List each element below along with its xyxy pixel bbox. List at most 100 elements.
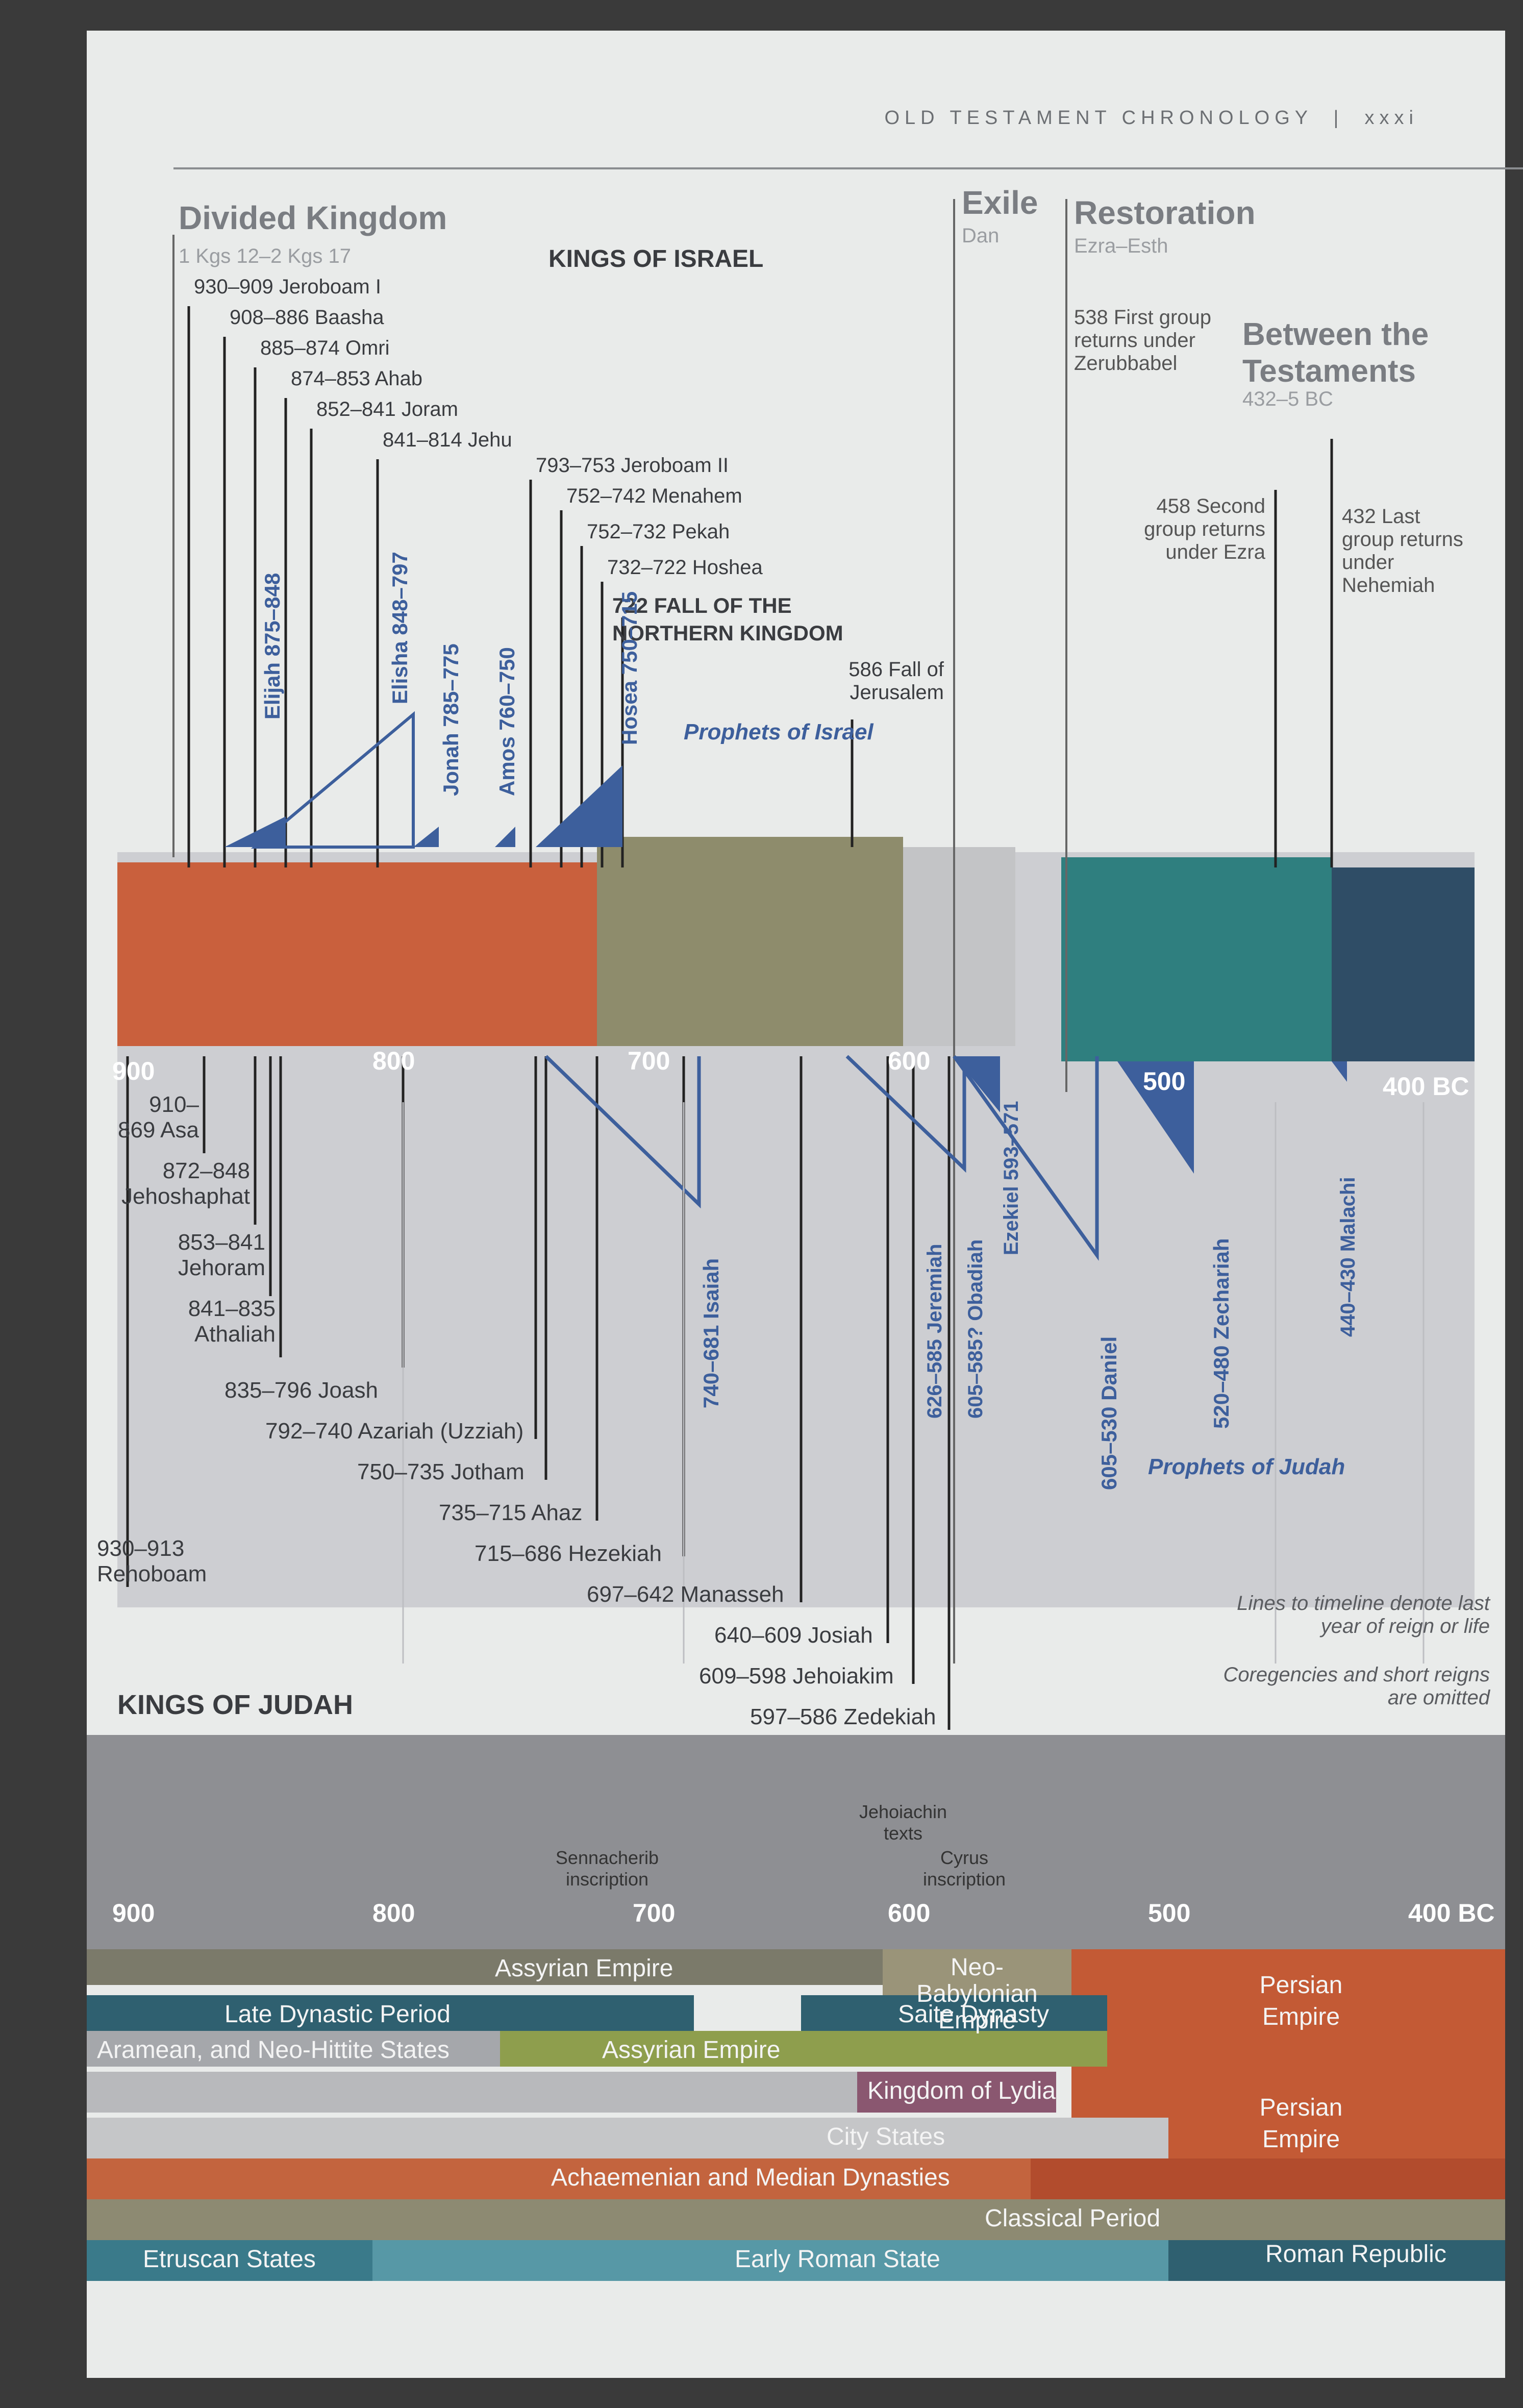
era-divided-kingdom-ref: 1 Kgs 12–2 Kgs 17 [179, 245, 352, 267]
etruscan-band [87, 2240, 372, 2281]
world-tick-900: 900 [112, 1899, 155, 1927]
achaemenian-band-2 [1031, 2158, 1505, 2199]
prophets-of-judah: Prophets of Judah [1148, 1454, 1345, 1479]
prophet-amos: Amos 760–750 [495, 647, 519, 796]
tick-800: 800 [372, 1047, 415, 1075]
world-tick-500: 500 [1148, 1899, 1191, 1927]
label-city-states: City States [827, 2123, 945, 2150]
world-tick-400bc: 400 BC [1408, 1899, 1495, 1927]
tick-500: 500 [1143, 1067, 1186, 1096]
judah-king-2: 910–869 Asa [117, 1092, 199, 1143]
world-tick-800: 800 [372, 1899, 415, 1927]
sennacherib-inscription: Sennacherib inscription [555, 1847, 659, 1890]
world-tick-700: 700 [633, 1899, 676, 1927]
fall-northern-kingdom: 722 FALL OF THE NORTHERN KINGDOM [612, 593, 843, 645]
israel-king-10: 732–722 Hoshea [607, 556, 763, 579]
book-page: OLD TESTAMENT CHRONOLOGY | xxxi [87, 31, 1523, 2378]
world-axis-band [87, 1735, 1505, 1949]
between-period-block [1332, 867, 1475, 1061]
israel-king-6: 841–814 Jehu [383, 429, 512, 451]
israel-king-3: 885–874 Omri [260, 337, 390, 359]
label-roman-republic: Roman Republic [1265, 2241, 1446, 2268]
exile-gap-block [903, 847, 1015, 1046]
tick-900: 900 [112, 1057, 155, 1085]
judah-heading: KINGS OF JUDAH [117, 1690, 354, 1720]
era-between: Between the Testaments [1242, 317, 1429, 389]
exile-period-block [597, 837, 903, 1046]
late-dynastic-band [87, 1995, 694, 2031]
assyrian-band [87, 1949, 883, 1985]
judah-king-12: 640–609 Josiah [714, 1623, 873, 1648]
israel-king-2: 908–886 Baasha [230, 306, 384, 329]
israel-king-7: 793–753 Jeroboam II [536, 454, 729, 477]
prophet-ezekiel: Ezekiel 593–571 [1000, 1101, 1022, 1255]
fall-of-jerusalem: 586 Fall of Jerusalem [848, 658, 944, 704]
israel-king-lines [187, 306, 1333, 867]
lydia-spacer-band [87, 2072, 857, 2113]
judah-king-11: 697–642 Manasseh [587, 1582, 784, 1607]
prophet-isaiah: 740–681 Isaiah [699, 1258, 723, 1408]
assyrian-band-2 [500, 2031, 1107, 2067]
restoration-period-block [1061, 857, 1332, 1061]
judah-king-6: 835–796 Joash [224, 1378, 378, 1403]
saite-band [801, 1995, 1107, 2031]
prophets-of-israel: Prophets of Israel [684, 719, 873, 744]
aramean-band [87, 2031, 500, 2067]
label-achaemenian: Achaemenian and Median Dynasties [551, 2164, 950, 2191]
judah-king-3: 872–848 Jehoshaphat [121, 1158, 250, 1209]
judah-king-lines [126, 1056, 951, 1730]
judah-prophet-triangles [954, 1056, 1347, 1174]
first-return: 538 First group returns under Zerubbabel [1074, 306, 1212, 375]
era-exile-ref: Dan [962, 225, 1000, 247]
israel-heading: KINGS OF ISRAEL [548, 245, 764, 272]
judah-king-4: 853–841 Jehoram [178, 1230, 265, 1280]
judah-king-8: 750–735 Jotham [357, 1459, 525, 1484]
judah-prophet-markers [544, 1055, 1099, 1261]
israel-king-5: 852–841 Joram [316, 398, 458, 420]
israel-king-9: 752–732 Pekah [587, 520, 730, 543]
timeline-gridlines [402, 1102, 1425, 1664]
note-coregencies: Coregencies and short reigns are omitted [1223, 1664, 1490, 1709]
label-assyrian-2: Assyrian Empire [602, 2037, 781, 2064]
cyrus-inscription: Cyrus inscription [922, 1847, 1006, 1890]
era-restoration-ref: Ezra–Esth [1074, 235, 1168, 257]
label-saite: Saite Dynasty [898, 2001, 1050, 2028]
city-states-band [87, 2118, 1168, 2158]
label-assyrian: Assyrian Empire [495, 1955, 673, 1982]
prophet-elijah: Elijah 875–848 [260, 573, 284, 719]
era-exile: Exile [962, 184, 1038, 221]
label-persian-1: Persian Empire [1259, 1972, 1343, 2030]
prophet-malachi: 440–430 Malachi [1337, 1177, 1359, 1337]
judah-king-5: 841–835 Athaliah [188, 1296, 276, 1347]
running-head: OLD TESTAMENT CHRONOLOGY | xxxi [884, 107, 1418, 129]
judah-king-10: 715–686 Hezekiah [475, 1541, 662, 1566]
world-tick-600: 600 [888, 1899, 931, 1927]
note-lines: Lines to timeline denote last year of re… [1237, 1592, 1490, 1637]
prophet-obadiah: 605–585? Obadiah [964, 1239, 987, 1419]
roman-republic-band [1168, 2240, 1505, 2281]
label-aramean: Aramean, and Neo-Hittite States [97, 2037, 450, 2064]
judah-king-1: 930–913 Rehoboam [97, 1536, 207, 1586]
era-divided-kingdom: Divided Kingdom [179, 200, 447, 236]
prophet-jonah: Jonah 785–775 [439, 643, 463, 796]
label-etruscan: Etruscan States [143, 2246, 316, 2273]
header-rule [173, 167, 1523, 169]
lydia-band [857, 2072, 1056, 2113]
prophet-elisha: Elisha 848–797 [388, 552, 412, 704]
judah-king-13: 609–598 Jehoiakim [699, 1664, 894, 1689]
label-persian-2: Persian Empire [1259, 2094, 1343, 2153]
judah-king-14: 597–586 Zedekiah [750, 1704, 936, 1729]
era-restoration: Restoration [1074, 194, 1256, 231]
israel-king-8: 752–742 Menahem [566, 485, 742, 507]
label-lydia: Kingdom of Lydia [867, 2077, 1056, 2104]
second-return: 458 Second group returns under Ezra [1144, 495, 1265, 563]
tick-600: 600 [888, 1047, 931, 1075]
last-return: 432 Last group returns under Nehemiah [1342, 505, 1463, 597]
achaemenian-band [87, 2158, 1031, 2199]
israel-king-1: 930–909 Jeroboam I [194, 276, 381, 298]
prophet-hosea: Hosea 750–715 [617, 591, 641, 745]
label-neo-babylonian: Neo-Babylonian Empire [916, 1954, 1038, 2034]
label-classical: Classical Period [985, 2205, 1161, 2232]
classical-band [87, 2199, 1505, 2240]
label-early-roman: Early Roman State [735, 2246, 940, 2273]
